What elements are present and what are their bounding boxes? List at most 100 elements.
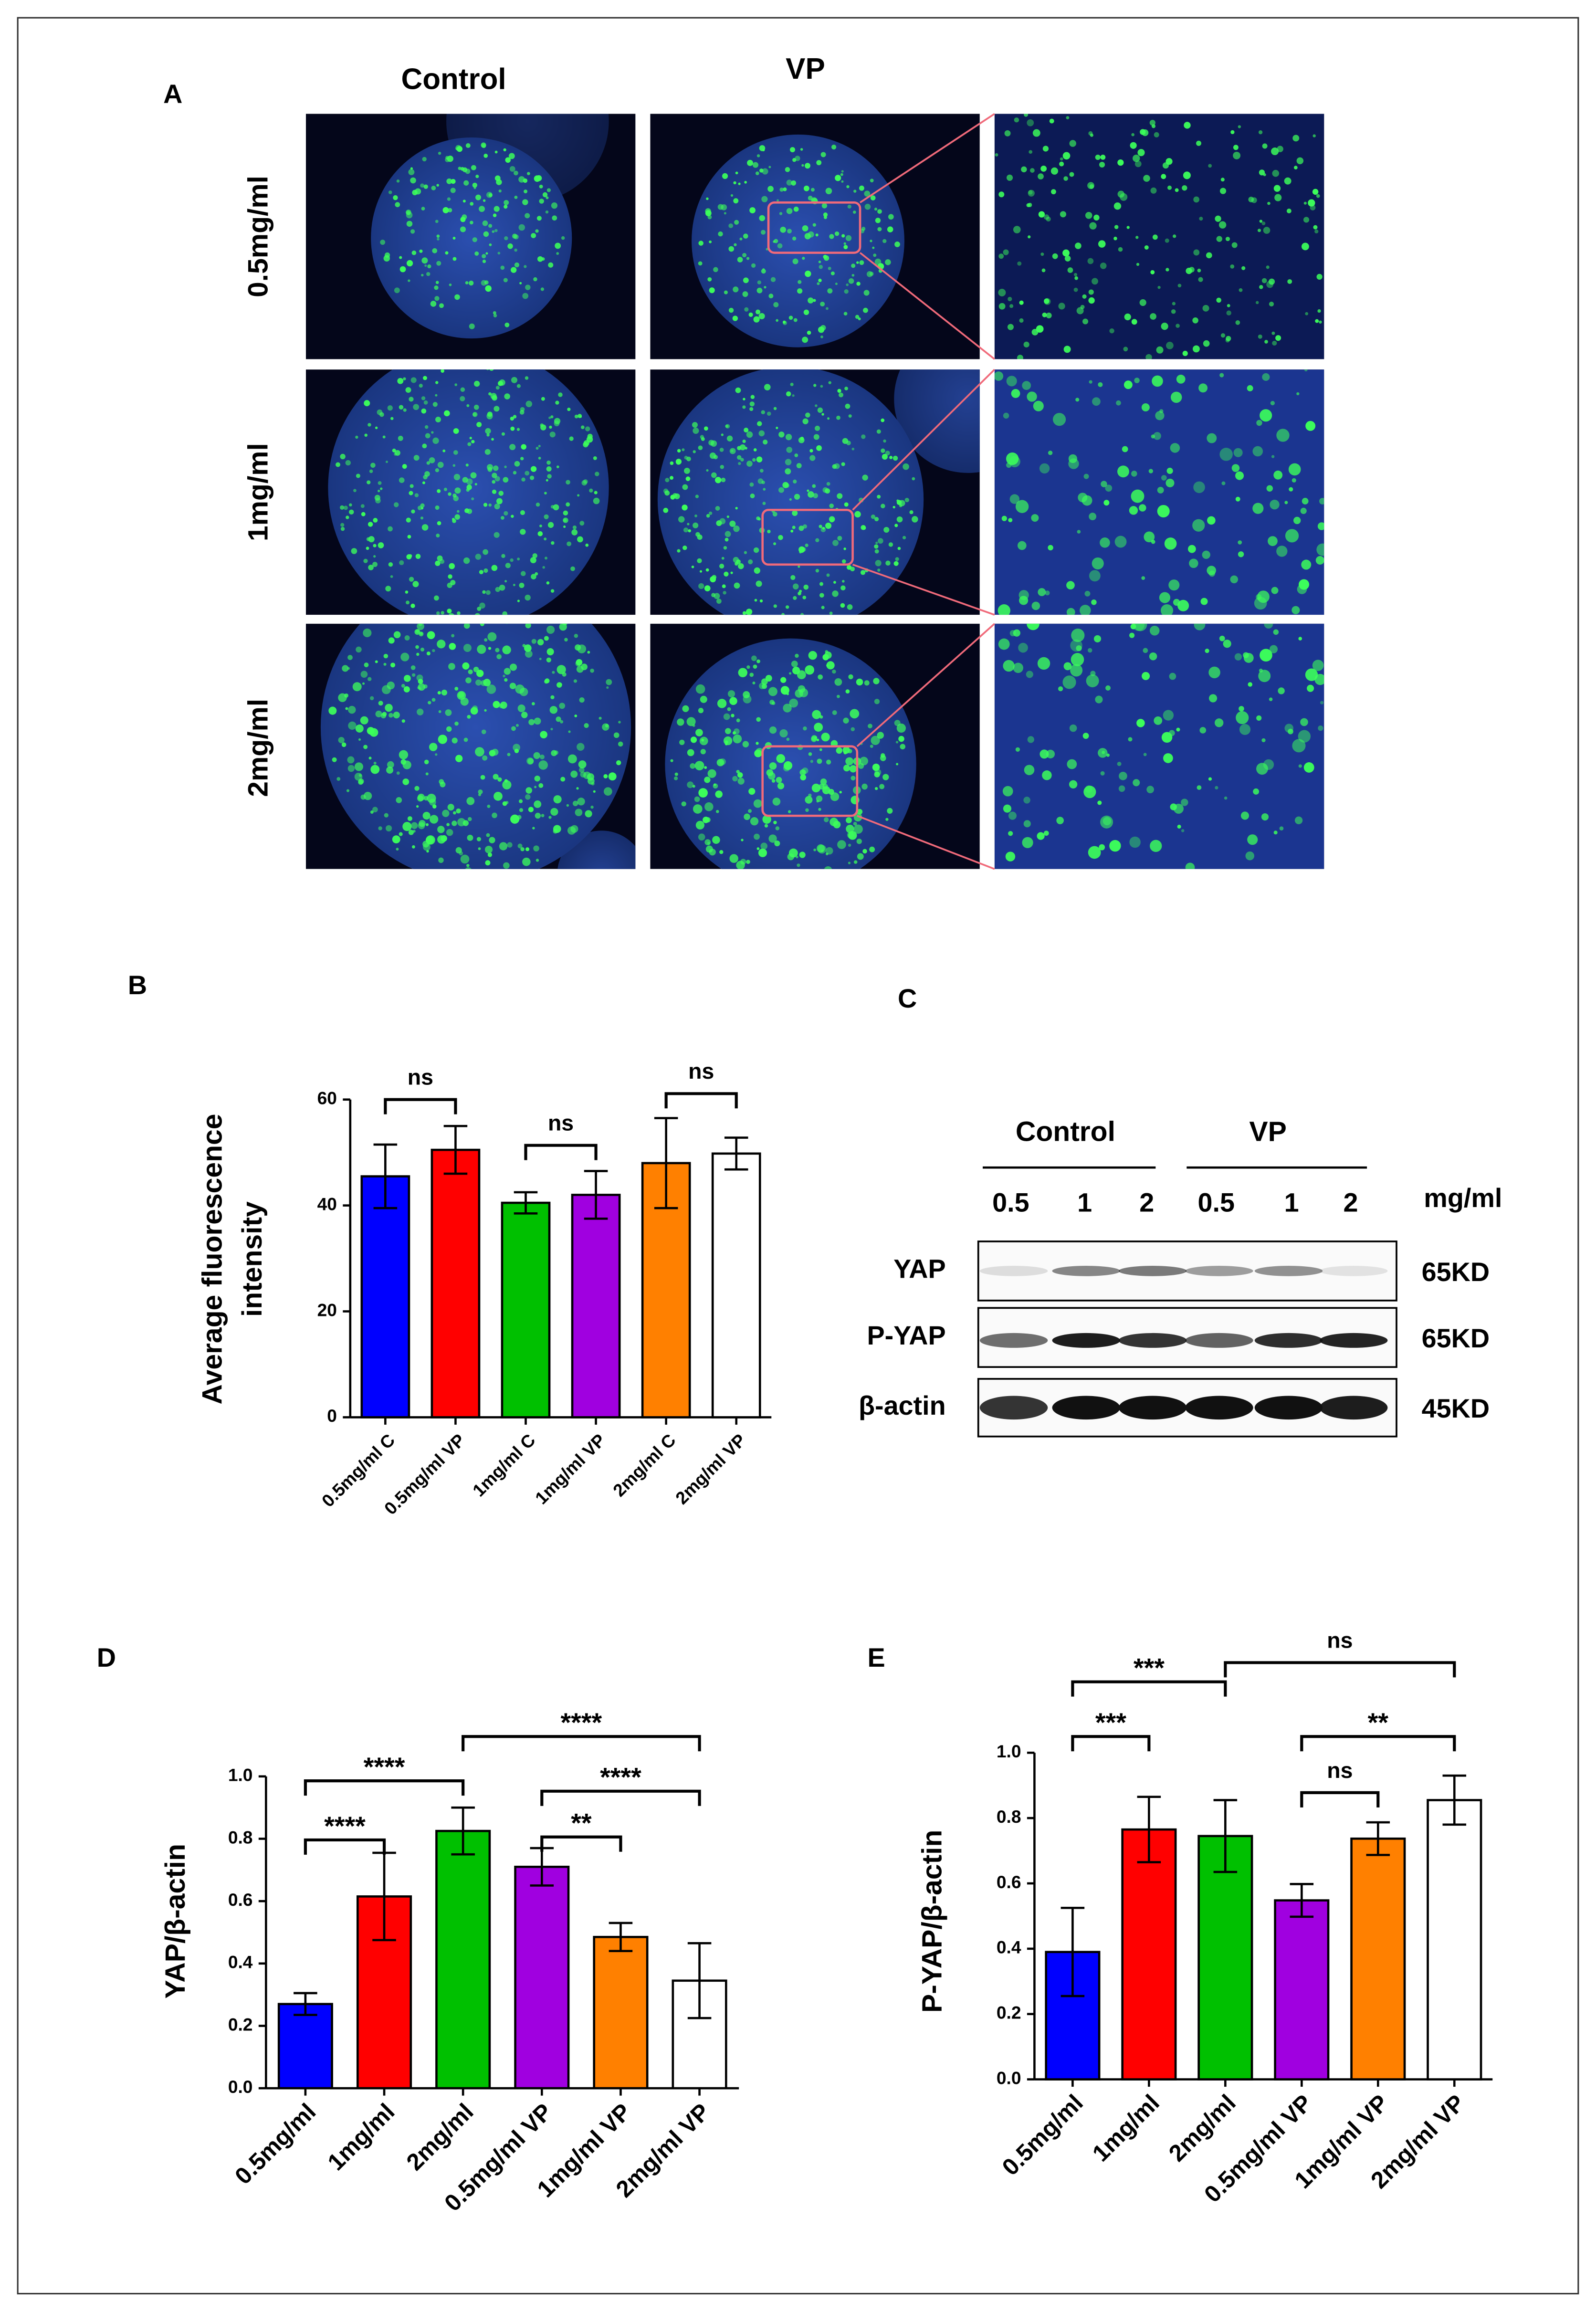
cell (499, 584, 505, 591)
significance-label: *** (1095, 1708, 1126, 1737)
cell (801, 164, 804, 167)
cell (844, 387, 848, 390)
cell (707, 769, 716, 778)
cell (1296, 392, 1300, 396)
cell (841, 559, 846, 564)
cell (704, 802, 714, 811)
error-bar (1442, 1774, 1467, 1826)
cell (446, 829, 453, 836)
cell (1058, 303, 1065, 310)
cell (467, 442, 472, 446)
cell (1184, 122, 1191, 129)
cell (483, 568, 488, 573)
cell (1247, 834, 1258, 845)
cell (1260, 409, 1272, 422)
cell (423, 796, 429, 801)
cell (378, 481, 382, 485)
cell (887, 226, 893, 232)
cell (885, 818, 889, 821)
cell (773, 604, 777, 608)
cell (724, 212, 726, 215)
cell (856, 678, 863, 686)
cell (1028, 189, 1035, 197)
cell (577, 798, 585, 806)
cell (566, 480, 570, 485)
cell (375, 660, 378, 663)
cell (1089, 380, 1092, 384)
cell (549, 431, 556, 438)
cell (701, 738, 704, 742)
cell (540, 423, 544, 427)
cell (396, 848, 399, 851)
cell (769, 726, 777, 734)
row-label: 1mg/ml (242, 443, 273, 541)
cell (874, 549, 879, 554)
cell (771, 779, 776, 783)
cell (525, 594, 531, 601)
cell (773, 240, 776, 243)
cell (484, 449, 491, 455)
cell (484, 280, 489, 285)
cell (540, 731, 547, 739)
cell (524, 265, 527, 268)
cell (358, 774, 362, 777)
cell (520, 529, 526, 535)
cell (495, 386, 500, 390)
cell (437, 489, 441, 493)
cell (1264, 340, 1268, 344)
cell (1284, 177, 1292, 185)
cell (883, 439, 886, 443)
cell (1235, 320, 1240, 325)
band (979, 1266, 1048, 1276)
cell (820, 849, 824, 852)
cell (406, 260, 413, 267)
cell (510, 416, 514, 421)
cell (378, 490, 380, 493)
band (1052, 1396, 1120, 1420)
size-label: 65KD (1422, 1257, 1490, 1287)
cell (773, 542, 777, 546)
cell (1144, 245, 1149, 250)
cell (393, 631, 401, 639)
cell (419, 623, 422, 626)
cell (843, 242, 846, 245)
cell (1258, 670, 1271, 683)
significance-label: **** (324, 1811, 366, 1841)
cell (753, 547, 759, 553)
cell (553, 825, 561, 833)
cell (695, 494, 699, 498)
lane-label: 2 (1344, 1188, 1358, 1217)
cell (349, 509, 354, 515)
cell (1194, 623, 1206, 631)
cell (848, 414, 852, 418)
cell (797, 863, 800, 867)
cell (465, 143, 471, 148)
cell (1168, 579, 1180, 591)
error-bar (1060, 1906, 1085, 1997)
cell (1129, 632, 1135, 638)
cell (370, 765, 380, 774)
cell (396, 179, 400, 183)
cell (837, 493, 843, 499)
cell (416, 652, 420, 656)
cell (494, 791, 503, 801)
cell (1268, 536, 1278, 546)
cell (476, 837, 482, 841)
cell (425, 823, 429, 826)
cell (785, 605, 789, 609)
cell (504, 236, 508, 241)
cell (441, 835, 447, 842)
zoom-line (856, 623, 996, 747)
cell (710, 440, 717, 447)
cell (493, 774, 499, 780)
cell (472, 412, 478, 417)
cell (497, 777, 502, 782)
cell (508, 153, 515, 159)
cell (373, 555, 376, 558)
cell (707, 841, 711, 845)
cell (1124, 313, 1131, 321)
cell (603, 787, 612, 796)
cell (435, 220, 439, 223)
cell (1189, 558, 1198, 568)
cell (550, 727, 553, 731)
